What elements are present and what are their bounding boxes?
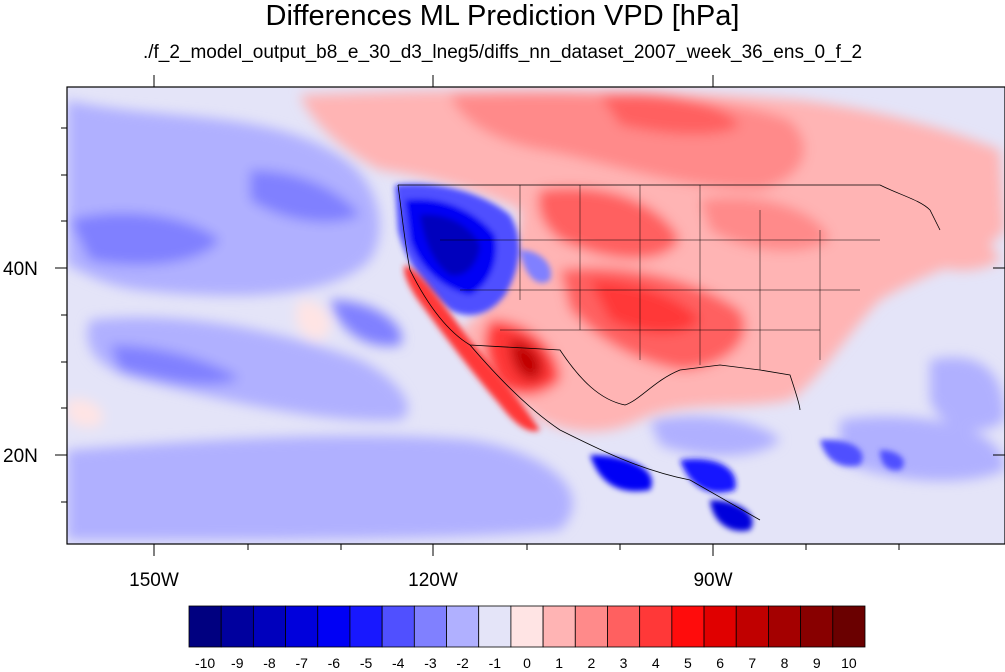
colorbar-swatch	[510, 605, 544, 648]
lon-label-120w: 120W	[408, 570, 458, 591]
colorbar-label: -6	[328, 655, 341, 671]
colorbar-label: -1	[489, 655, 502, 671]
colorbar-label: 5	[684, 655, 692, 671]
colorbar-label: -7	[295, 655, 308, 671]
state-lines-ns	[519, 185, 821, 370]
colorbar-label: -5	[360, 655, 373, 671]
mexico-coast	[469, 344, 761, 521]
colorbar-swatch	[413, 605, 447, 648]
west-cool-anomaly-field	[395, 183, 904, 532]
colorbar-swatch	[800, 605, 834, 648]
axis-ticks	[55, 75, 1005, 556]
colorbar-label: 9	[813, 655, 821, 671]
colorbar-swatch	[478, 605, 512, 648]
colorbar-label: -2	[456, 655, 469, 671]
colorbar-label: 6	[716, 655, 724, 671]
colorbar-swatch	[188, 605, 222, 648]
colorbar-swatch	[607, 605, 641, 648]
land-warm-anomaly-field	[300, 90, 1005, 432]
colorbar-label: 8	[781, 655, 789, 671]
coastal-warm-anomaly	[404, 265, 540, 432]
colorbar-label: 1	[555, 655, 563, 671]
map-field	[67, 87, 1005, 544]
colorbar-label: -3	[424, 655, 437, 671]
colorbar-swatch	[317, 605, 351, 648]
colorbar-swatch	[381, 605, 415, 648]
colorbar-swatch	[542, 605, 576, 648]
map-subtitle: ./f_2_model_output_b8_e_30_d3_lneg5/diff…	[142, 42, 863, 63]
colorbar-label: 7	[748, 655, 756, 671]
lon-label-90w: 90W	[693, 570, 732, 591]
map-title: Differences ML Prediction VPD [hPa]	[265, 0, 740, 32]
lat-label-40n: 40N	[3, 259, 38, 280]
colorbar-swatch	[639, 605, 673, 648]
colorbar-swatch	[671, 605, 705, 648]
colorbar-label: -9	[231, 655, 244, 671]
colorbar-label: -4	[392, 655, 405, 671]
colorbar-swatch	[285, 605, 319, 648]
us-canada-border	[398, 184, 941, 231]
colorbar-swatch	[220, 605, 254, 648]
colorbar-swatch	[446, 605, 480, 648]
colorbar-swatch	[832, 605, 866, 648]
state-lines-ew	[440, 239, 880, 331]
colorbar-label: 0	[523, 655, 531, 671]
colorbar-label: 3	[620, 655, 628, 671]
colorbar-swatch	[252, 605, 286, 648]
us-coast-border	[397, 184, 801, 411]
colorbar-swatch	[768, 605, 802, 648]
political-borders	[397, 184, 941, 521]
colorbar-swatch	[703, 605, 737, 648]
colorbar-swatch	[574, 605, 608, 648]
colorbar-label: 10	[841, 655, 857, 671]
colorbar-label: -10	[195, 655, 215, 671]
colorbar-swatch	[735, 605, 769, 648]
lat-label-20n: 20N	[3, 446, 38, 467]
colorbar: -10 -9 -8 -7 -6 -5 -4 -3 -2 -1 0 1 2 3 4 5 6 7 8 9 10	[188, 605, 866, 671]
pacific-anomaly-field	[67, 100, 1005, 540]
lon-label-150w: 150W	[129, 570, 179, 591]
colorbar-label: -8	[263, 655, 276, 671]
colorbar-label: 4	[652, 655, 660, 671]
colorbar-swatch	[349, 605, 383, 648]
colorbar-label: 2	[587, 655, 595, 671]
